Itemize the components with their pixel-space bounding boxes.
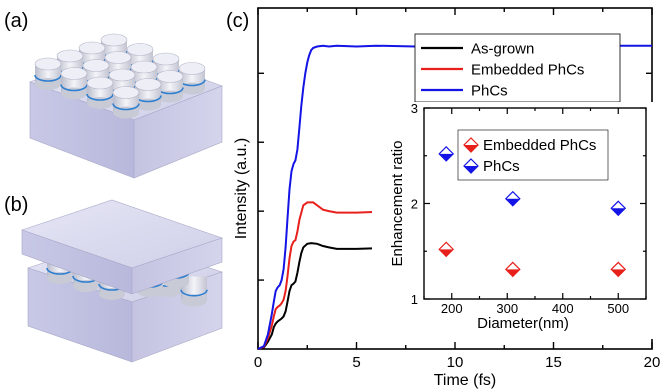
inset-point-embedded-phcs	[610, 261, 627, 278]
inset-y-axis-title: Enhancement ratio	[389, 141, 406, 267]
inset-legend-marker	[463, 137, 479, 153]
panel-label-a: (a)	[4, 10, 29, 32]
nanorod	[180, 276, 208, 307]
nanorod	[178, 62, 206, 95]
chart-intensity: 0 5 10 15 20 Time (fs) Intensity (a.u.) As-grow…	[233, 7, 661, 389]
x-tick-label: 20	[644, 354, 661, 371]
nanorod	[112, 86, 140, 119]
series-line-phcs	[257, 44, 652, 350]
inset-legend-label: PhCs	[483, 158, 520, 175]
inset-legend-marker	[463, 158, 479, 174]
y-axis-title: Intensity (a.u.)	[233, 138, 250, 239]
inset-x-tick-label: 200	[441, 301, 463, 316]
x-tick-label: 10	[447, 354, 464, 371]
nanorod	[134, 78, 162, 111]
inset-point-embedded-phcs	[438, 241, 455, 258]
inset-point-phcs	[610, 200, 627, 217]
panel-label-c: (c)	[226, 10, 250, 32]
schematic-b	[21, 199, 223, 363]
nanorod	[34, 57, 62, 90]
legend-label: As-grown	[471, 41, 534, 58]
x-axis-title: Time (fs)	[434, 372, 497, 389]
inset-point-embedded-phcs	[504, 261, 521, 278]
inset-y-tick-label: 2	[411, 197, 418, 212]
x-tick-label: 15	[545, 354, 562, 371]
inset-point-phcs	[504, 190, 521, 207]
inset-x-tick-label: 300	[496, 301, 518, 316]
panel-label-b: (b)	[4, 194, 29, 216]
x-tick-label: 5	[352, 354, 360, 371]
inset-legend: Embedded PhCs PhCs	[457, 129, 609, 181]
inset-x-axis-title: Diameter(nm)	[477, 315, 569, 332]
legend: As-grown Embedded PhCs PhCs	[414, 33, 621, 103]
inset-y-tick-label: 3	[411, 101, 418, 116]
inset-point-phcs	[438, 145, 455, 162]
x-tick-label: 0	[254, 354, 262, 371]
nanorod	[86, 76, 114, 109]
device-schematics	[21, 33, 223, 363]
schematic-a	[29, 33, 223, 179]
inset-x-tick-label: 400	[552, 301, 574, 316]
nanorod	[156, 70, 184, 103]
legend-label: PhCs	[471, 83, 508, 100]
inset-y-tick-label: 1	[411, 292, 418, 307]
legend-label: Embedded PhCs	[471, 62, 584, 79]
inset-legend-label: Embedded PhCs	[483, 137, 596, 154]
nanorod	[60, 67, 88, 100]
inset-legend-box	[457, 129, 609, 181]
inset-x-tick-label: 500	[607, 301, 629, 316]
